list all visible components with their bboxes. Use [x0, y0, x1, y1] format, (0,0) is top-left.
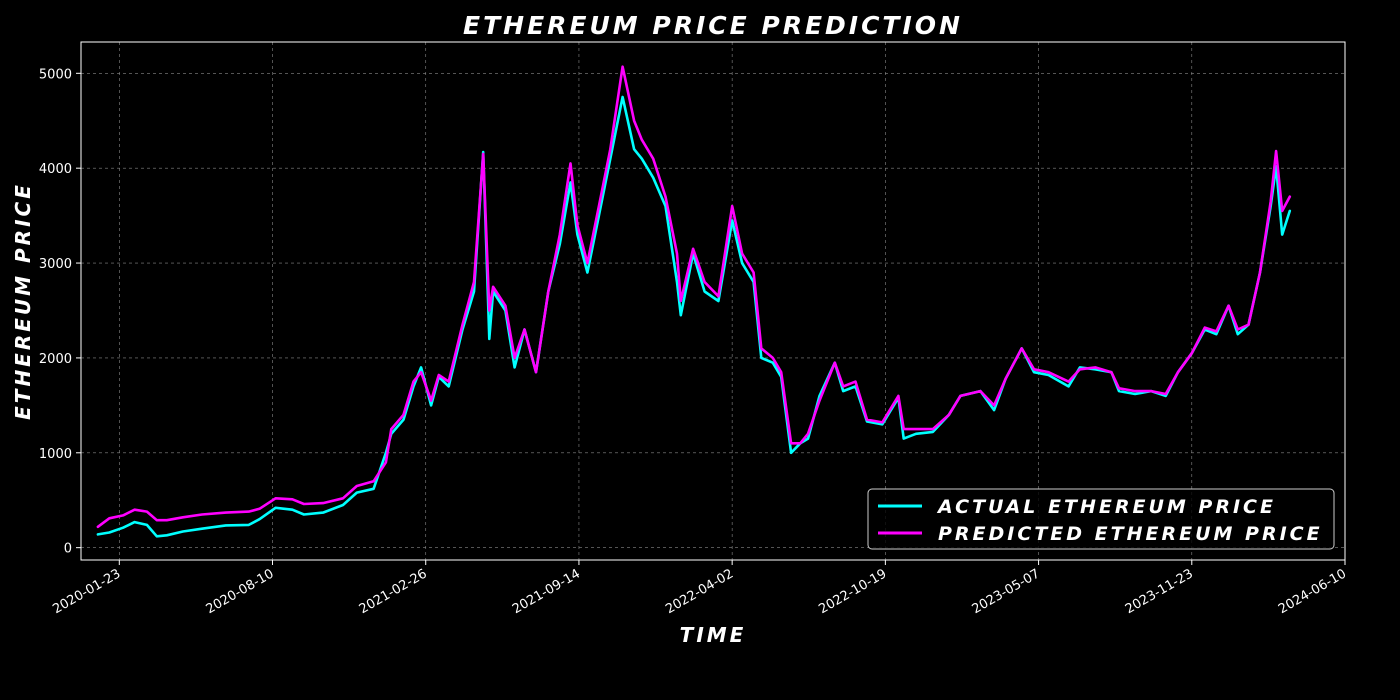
- plot-frame: [80, 41, 1346, 561]
- y-tick-label: 2000: [39, 352, 72, 367]
- series-layer: [96, 65, 1292, 538]
- chart-title: ETHEREUM PRICE PREDICTION: [463, 11, 963, 40]
- legend: ACTUAL ETHEREUM PRICE PREDICTED ETHEREUM…: [867, 488, 1335, 550]
- series-line-predicted: [96, 65, 1292, 529]
- legend-box: [867, 488, 1335, 550]
- y-tick-label: 5000: [39, 67, 72, 82]
- x-axis-title: TIME: [680, 623, 747, 647]
- y-tick-label: 3000: [39, 257, 72, 272]
- legend-label-actual: ACTUAL ETHEREUM PRICE: [936, 496, 1276, 518]
- y-axis: 0 1000 2000 3000 4000 5000: [39, 67, 81, 557]
- legend-label-predicted: PREDICTED ETHEREUM PRICE: [938, 523, 1323, 545]
- y-tick-label: 1000: [39, 447, 72, 462]
- y-tick-label: 0: [64, 542, 72, 557]
- y-axis-title: ETHEREUM PRICE: [11, 182, 35, 420]
- y-tick-label: 4000: [39, 162, 72, 177]
